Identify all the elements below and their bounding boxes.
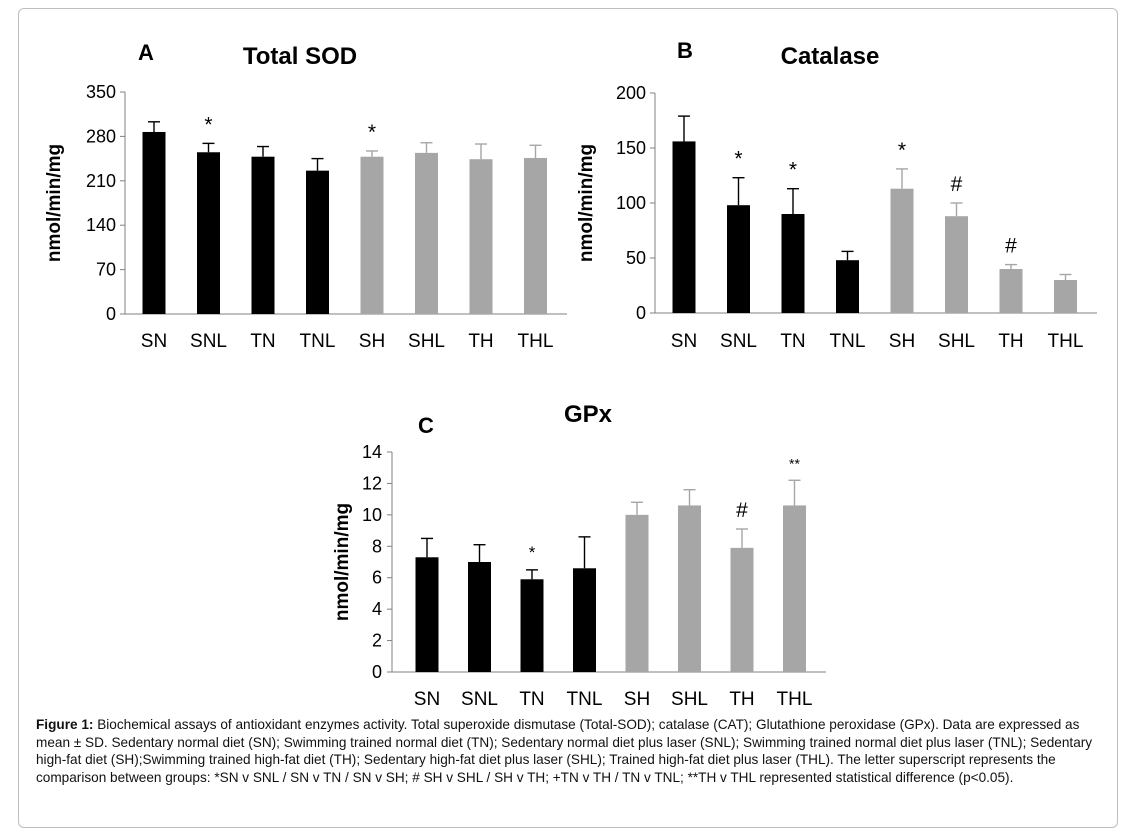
bar-a-snl	[197, 152, 220, 314]
y-tick-label-c: 8	[372, 536, 382, 556]
significance-mark-c-tn: *	[529, 543, 536, 562]
y-tick-label-a: 210	[86, 171, 116, 191]
bar-c-tnl	[573, 568, 596, 672]
significance-mark-c-thl: **	[789, 455, 800, 471]
significance-mark-a-snl: *	[204, 113, 212, 136]
y-tick-label-c: 6	[372, 568, 382, 588]
y-tick-label-a: 140	[86, 215, 116, 235]
bar-a-th	[469, 159, 493, 314]
category-label-c-sh: SH	[624, 689, 650, 710]
y-axis-label-a: nmol/min/mg	[44, 144, 65, 262]
y-tick-label-c: 14	[362, 442, 382, 462]
bar-a-tn	[251, 156, 275, 314]
significance-mark-b-th: #	[1005, 235, 1017, 258]
panel-letter-b: B	[677, 38, 693, 63]
y-tick-label-b: 150	[616, 138, 646, 158]
category-label-a-sh: SH	[359, 331, 385, 352]
bar-b-tn	[781, 214, 805, 313]
bar-a-tnl	[306, 170, 329, 314]
category-label-a-th: TH	[468, 331, 493, 352]
category-label-b-tnl: TNL	[830, 331, 866, 352]
panel-letter-c: C	[418, 413, 434, 438]
significance-mark-a-sh: *	[368, 121, 376, 144]
bar-c-thl	[783, 505, 806, 672]
chart-title-c: GPx	[564, 401, 613, 428]
category-label-b-tn: TN	[780, 331, 805, 352]
category-label-b-snl: SNL	[720, 331, 757, 352]
category-label-b-sh: SH	[889, 331, 915, 352]
panel-letter-a: A	[138, 40, 154, 65]
category-label-a-tn: TN	[250, 331, 275, 352]
y-tick-label-b: 0	[636, 303, 646, 323]
category-label-c-th: TH	[729, 689, 754, 710]
caption-label: Figure 1:	[36, 717, 94, 732]
y-tick-label-c: 12	[362, 473, 382, 493]
bar-b-shl	[945, 216, 968, 313]
y-tick-label-b: 200	[616, 83, 646, 103]
y-tick-label-c: 2	[372, 631, 382, 651]
category-label-c-tnl: TNL	[567, 689, 603, 710]
category-label-a-tnl: TNL	[300, 331, 336, 352]
bar-b-snl	[727, 205, 750, 313]
category-label-c-thl: THL	[777, 689, 813, 710]
y-axis-label-b: nmol/min/mg	[576, 144, 597, 262]
significance-mark-c-th: #	[736, 499, 748, 522]
bar-a-sn	[142, 131, 166, 314]
y-tick-label-c: 0	[372, 662, 382, 682]
category-label-b-th: TH	[998, 331, 1023, 352]
bar-c-sn	[415, 557, 439, 672]
category-label-c-tn: TN	[519, 689, 544, 710]
bar-b-sn	[672, 141, 696, 313]
bar-c-th	[730, 547, 754, 672]
category-label-a-snl: SNL	[190, 331, 227, 352]
bar-a-thl	[524, 157, 547, 314]
y-tick-label-a: 350	[86, 82, 116, 102]
chart-title-a: Total SOD	[243, 43, 357, 70]
significance-mark-b-tn: *	[789, 159, 797, 182]
y-tick-label-a: 70	[96, 260, 116, 280]
category-label-b-shl: SHL	[938, 331, 975, 352]
y-axis-label-c: nmol/min/mg	[332, 503, 353, 621]
chart-title-b: Catalase	[781, 43, 880, 70]
bar-c-snl	[468, 562, 491, 672]
y-tick-label-b: 100	[616, 193, 646, 213]
y-tick-label-b: 50	[626, 248, 646, 268]
category-label-a-shl: SHL	[408, 331, 445, 352]
y-tick-label-a: 280	[86, 126, 116, 146]
category-label-c-shl: SHL	[671, 689, 708, 710]
significance-mark-b-sh: *	[898, 139, 906, 162]
significance-mark-b-shl: #	[951, 173, 963, 196]
category-label-a-thl: THL	[518, 331, 554, 352]
bar-a-sh	[360, 156, 384, 314]
bar-c-sh	[625, 514, 649, 672]
bar-c-shl	[678, 505, 701, 672]
category-label-b-thl: THL	[1048, 331, 1084, 352]
category-label-c-snl: SNL	[461, 689, 498, 710]
y-tick-label-a: 0	[106, 304, 116, 324]
figure-caption: Figure 1: Biochemical assays of antioxid…	[36, 716, 1106, 786]
category-label-a-sn: SN	[141, 331, 167, 352]
bar-a-shl	[415, 152, 438, 314]
y-tick-label-c: 4	[372, 599, 382, 619]
category-label-c-sn: SN	[414, 689, 440, 710]
bar-b-tnl	[836, 260, 859, 313]
bar-b-th	[999, 269, 1023, 313]
bar-b-sh	[890, 188, 914, 313]
bar-b-thl	[1054, 280, 1077, 313]
y-tick-label-c: 10	[362, 505, 382, 525]
bar-c-tn	[520, 579, 544, 672]
category-label-b-sn: SN	[671, 331, 697, 352]
figure-frame	[18, 8, 1118, 828]
caption-text: Biochemical assays of antioxidant enzyme…	[36, 717, 1093, 785]
significance-mark-b-snl: *	[734, 148, 742, 171]
